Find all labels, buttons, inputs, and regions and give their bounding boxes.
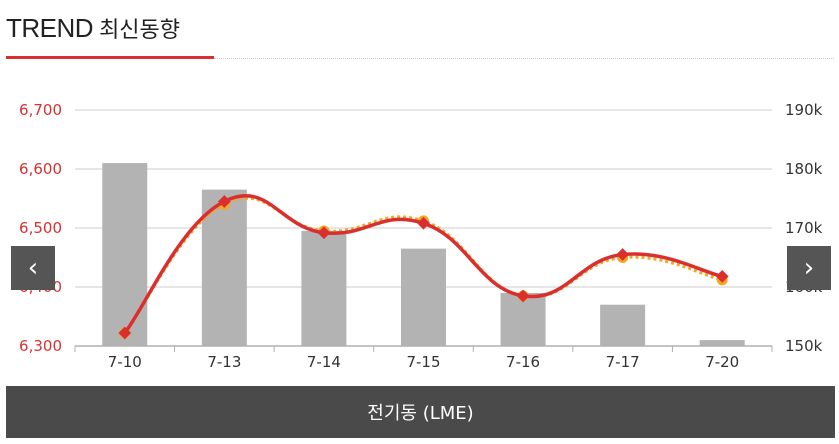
x-tick-label: 7-15 [406,353,440,371]
main-series-point [417,216,430,230]
chart-header: TREND 최신동향 [6,12,180,48]
y-left-tick-label: 6,700 [19,101,62,119]
footer-label: 전기동 (LME) [367,403,474,424]
y-right-tick-label: 180k [785,160,823,178]
x-tick-label: 7-13 [207,353,241,371]
main-series-point [217,195,231,208]
x-tick-label: 7-10 [108,353,142,371]
bar [699,340,745,346]
y-right-tick-label: 170k [785,219,823,237]
bar [301,230,347,346]
bar [401,248,446,346]
x-tick-label: 7-16 [506,353,540,371]
prev-arrow-button[interactable]: ‹ [11,246,55,290]
x-tick-label: 7-20 [705,353,739,371]
y-left-tick-label: 6,600 [19,160,62,178]
title-english: TREND [6,13,94,43]
footer-bar: 전기동 (LME) [6,386,835,438]
title-divider [214,58,834,59]
bar [102,163,148,346]
main-series-point [118,326,132,340]
y-right-tick-label: 190k [785,101,823,119]
x-tick-label: 7-17 [606,353,640,371]
y-right-tick-label: 150k [785,337,823,355]
next-arrow-button[interactable]: › [787,246,831,290]
main-series-point [317,226,331,240]
chevron-left-icon: ‹ [27,253,39,283]
y-left-tick-label: 6,500 [19,219,62,237]
chevron-right-icon: › [803,253,815,283]
x-tick-label: 7-14 [307,353,341,371]
title-underline [6,56,214,59]
title-korean: 최신동향 [99,18,181,43]
bar [600,304,646,346]
y-left-tick-label: 6,300 [19,337,62,355]
